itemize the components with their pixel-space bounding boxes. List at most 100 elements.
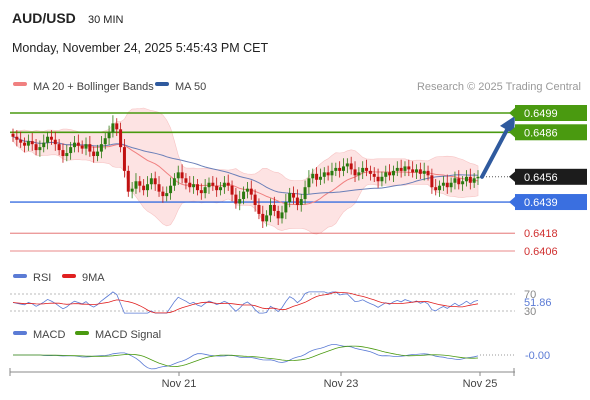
candle-down bbox=[372, 173, 376, 177]
candle-down bbox=[349, 163, 353, 170]
candle-down bbox=[407, 166, 411, 170]
candle-up bbox=[357, 172, 361, 176]
candle-down bbox=[57, 144, 61, 151]
candle-down bbox=[30, 141, 34, 145]
price-levels bbox=[10, 112, 515, 252]
candle-down bbox=[199, 190, 203, 194]
candle-down bbox=[226, 182, 230, 186]
candle-down bbox=[188, 182, 192, 188]
candle-down bbox=[430, 175, 434, 188]
candle-up bbox=[245, 188, 249, 192]
candle-down bbox=[295, 197, 299, 205]
macd-current-label: -0.00 bbox=[525, 350, 550, 362]
copyright-text: Research © 2025 Trading Central bbox=[417, 81, 581, 93]
candle-up bbox=[395, 167, 399, 171]
candle-up bbox=[134, 181, 138, 189]
candle-up bbox=[476, 176, 480, 179]
level-badge-0-6486 bbox=[515, 124, 587, 141]
legend-swatch-macd-signal bbox=[75, 331, 89, 335]
level-label-0-6439: 0.6439 bbox=[524, 197, 558, 209]
rsi-lines bbox=[12, 291, 479, 314]
candle-up bbox=[38, 147, 42, 151]
forecast-arrow-shaft bbox=[480, 125, 510, 179]
candle-up bbox=[453, 178, 457, 183]
rsi-level-30-label: 30 bbox=[524, 306, 536, 318]
candle-up bbox=[99, 144, 103, 152]
candle-down bbox=[468, 176, 472, 183]
candle-up bbox=[330, 170, 334, 176]
level-labels: 0.6499 0.6486 0.6439 0.6418 0.6406 0.6456 bbox=[509, 105, 587, 258]
level-badge-0-6439 bbox=[515, 194, 587, 211]
candle-down bbox=[161, 191, 165, 197]
candle-down bbox=[411, 169, 415, 173]
candle-down bbox=[399, 167, 403, 171]
candle-up bbox=[46, 136, 50, 143]
candle-up bbox=[203, 187, 207, 194]
last-price-label: 0.6456 bbox=[524, 172, 558, 184]
candle-up bbox=[72, 142, 76, 148]
candle-up bbox=[268, 205, 272, 216]
candle-down bbox=[122, 147, 126, 171]
candle-up bbox=[384, 172, 388, 177]
candle-down bbox=[365, 167, 369, 171]
level-badge-pointer bbox=[509, 126, 516, 139]
candle-up bbox=[415, 169, 419, 173]
candle-up bbox=[265, 215, 269, 222]
candle-up bbox=[169, 185, 173, 194]
candle-up bbox=[438, 185, 442, 191]
legend-label-macd: MACD bbox=[33, 329, 65, 341]
candle-down bbox=[138, 181, 142, 186]
bollinger-band-area bbox=[12, 107, 479, 235]
macd-signal-line bbox=[13, 345, 479, 368]
candle-up bbox=[303, 187, 307, 200]
candle-down bbox=[126, 170, 130, 192]
forecast-arrow-head bbox=[500, 115, 515, 134]
candle-down bbox=[445, 182, 449, 188]
candle-down bbox=[326, 172, 330, 176]
candle-down bbox=[195, 184, 199, 191]
candle-down bbox=[61, 150, 65, 157]
legend-swatch-ma50 bbox=[155, 82, 169, 86]
candle-down bbox=[180, 172, 184, 179]
rsi-level-70-label: 70 bbox=[524, 289, 536, 301]
level-badge-0-6499 bbox=[515, 105, 587, 121]
candle-down bbox=[53, 139, 57, 145]
level-label-0-6486: 0.6486 bbox=[524, 127, 558, 139]
candle-down bbox=[92, 151, 96, 157]
candle-down bbox=[88, 144, 92, 152]
candle-up bbox=[307, 178, 311, 188]
candle-down bbox=[23, 142, 27, 146]
candle-down bbox=[215, 185, 219, 191]
level-badge-pointer bbox=[509, 107, 516, 119]
legend-label-macd-signal: MACD Signal bbox=[95, 329, 161, 341]
macd-lines bbox=[13, 344, 479, 370]
candle-up bbox=[149, 178, 153, 185]
legend-label-ma50: MA 50 bbox=[175, 81, 206, 93]
candle-up bbox=[299, 199, 303, 205]
candle-down bbox=[434, 187, 438, 191]
candle-up bbox=[311, 173, 315, 179]
candle-up bbox=[391, 170, 395, 176]
candle-down bbox=[15, 136, 19, 140]
candle-down bbox=[315, 173, 319, 180]
candle-up bbox=[449, 182, 453, 188]
candle-up bbox=[441, 182, 445, 186]
candle-up bbox=[288, 193, 292, 203]
level-label-0-6499: 0.6499 bbox=[524, 108, 558, 120]
candle-up bbox=[361, 167, 365, 173]
candle-up bbox=[341, 166, 345, 171]
candle-down bbox=[157, 184, 161, 192]
bollinger-bands bbox=[12, 107, 479, 235]
candle-down bbox=[376, 176, 380, 182]
candle-down bbox=[115, 123, 119, 130]
candle-up bbox=[461, 181, 465, 185]
level-label-0-6406: 0.6406 bbox=[524, 246, 558, 258]
candle-up bbox=[84, 144, 88, 149]
candle-down bbox=[338, 167, 342, 171]
timeframe-label: 30 MIN bbox=[88, 14, 124, 26]
candle-down bbox=[388, 172, 392, 176]
symbol-title: AUD/USD bbox=[12, 10, 76, 26]
candle-up bbox=[464, 176, 468, 182]
candle-up bbox=[242, 191, 246, 200]
